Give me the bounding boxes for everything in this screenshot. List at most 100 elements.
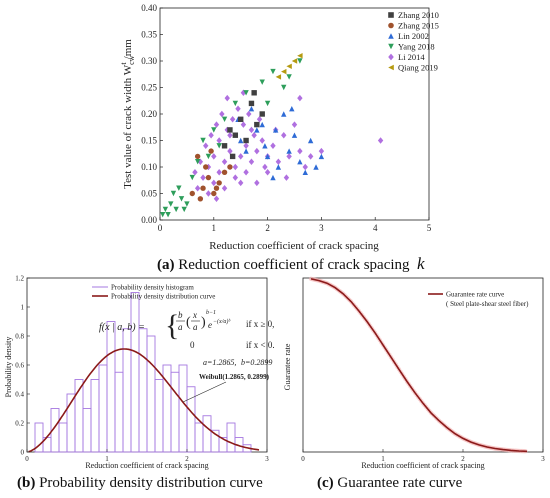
data-point-li-2014: [232, 163, 239, 171]
histogram-y-tick-label: 0.6: [15, 362, 24, 370]
data-point-li-2014: [227, 131, 233, 139]
data-point-yang-2018: [170, 190, 177, 197]
scatter-y-axis-label: Test value of crack width Wcwt/mm: [119, 39, 136, 189]
data-point-yang-2018: [200, 137, 206, 144]
histogram-bar: [138, 328, 148, 453]
weibull-density-curve: [28, 348, 260, 453]
data-point-li-2014: [307, 153, 314, 160]
svg-text:): ): [201, 315, 206, 330]
data-point-zhang-2010: [254, 121, 260, 128]
data-point-yang-2018: [286, 74, 292, 80]
data-point-qiang-2019: [281, 68, 287, 75]
scatter-x-tick-label: 3: [319, 223, 324, 233]
data-point-zhang-2015: [205, 174, 212, 181]
data-point-li-2014: [281, 131, 287, 139]
data-point-lin-2002: [248, 106, 255, 112]
legend-marker-qiang-2019: [388, 64, 394, 71]
data-point-lin-2002: [302, 169, 308, 175]
data-point-lin-2002: [318, 153, 325, 160]
legend-label-curve: Probability density distribution curve: [111, 293, 215, 301]
histogram-bar: [186, 386, 196, 453]
guarantee-legend: Guarantee rate curve ( Steel plate-shear…: [428, 291, 529, 308]
legend-label-li-2014: Li 2014: [398, 52, 425, 62]
data-point-li-2014: [270, 142, 276, 150]
histogram-y-axis-label: Probability density: [4, 337, 13, 398]
data-point-li-2014: [246, 110, 252, 118]
histogram-bar: [58, 422, 68, 453]
data-point-li-2014: [227, 147, 233, 155]
data-point-zhang-2010: [227, 127, 233, 133]
data-point-zhang-2015: [208, 148, 214, 154]
data-point-zhang-2010: [259, 111, 265, 117]
formula-param-b: b=0.2899: [241, 358, 272, 367]
data-point-yang-2018: [216, 143, 222, 149]
data-point-yang-2018: [165, 212, 171, 218]
scatter-x-tick-label: 2: [265, 223, 270, 233]
data-point-zhang-2010: [251, 90, 257, 96]
guarantee-rate-curve: [310, 278, 528, 453]
histogram-bar: [194, 422, 204, 453]
data-point-zhang-2015: [203, 164, 209, 170]
histogram-bar: [90, 379, 100, 453]
data-point-li-2014: [248, 158, 255, 165]
formula-brace: {: [165, 309, 179, 342]
formula-branch1: b: [178, 310, 183, 320]
data-point-li-2014: [256, 116, 263, 123]
data-point-zhang-2010: [238, 116, 244, 122]
weibull-annotation-arrow: [182, 381, 227, 403]
histogram-legend: Probability density histogram Probabilit…: [92, 284, 215, 301]
data-point-li-2014: [238, 153, 244, 160]
data-point-zhang-2010: [229, 153, 236, 160]
data-point-zhang-2015: [194, 153, 201, 160]
histogram-y-tick-label: 0.8: [15, 333, 24, 341]
histogram-x-axis-label: Reduction coefficient of crack spacing: [85, 461, 208, 470]
data-point-yang-2018: [194, 159, 201, 165]
data-point-li-2014: [286, 153, 292, 160]
legend-label-yang-2018: Yang 2018: [398, 42, 435, 52]
formula-param-a: a=1.2865,: [203, 358, 236, 367]
scatter-y-tick-label: 0.35: [141, 30, 157, 40]
data-point-li-2014: [240, 121, 247, 128]
data-point-yang-2018: [281, 84, 287, 91]
data-point-zhang-2015: [213, 185, 220, 191]
histogram-bar: [146, 335, 156, 453]
data-point-zhang-2010: [243, 137, 249, 144]
data-point-zhang-2015: [227, 164, 233, 170]
scatter-y-tick-label: 0.10: [141, 162, 157, 172]
data-point-yang-2018: [168, 201, 174, 207]
data-point-li-2014: [200, 174, 206, 181]
data-point-qiang-2019: [291, 58, 298, 64]
guarantee-rate-panel: 0 1 2 3 Reduction coefficient of crack spac…: [283, 276, 545, 470]
guarantee-plot-frame: [302, 277, 544, 453]
data-point-li-2014: [192, 169, 198, 176]
data-point-lin-2002: [281, 111, 287, 117]
histogram-bar: [82, 408, 92, 453]
data-point-lin-2002: [286, 148, 292, 154]
scatter-y-tick-label: 0.40: [141, 3, 157, 13]
svg-text:(: (: [186, 315, 191, 330]
weibull-formula: f(x | a, b) = { b a ( x a ) b−1 e −(x/a)…: [99, 309, 275, 367]
data-point-li-2014: [194, 184, 201, 192]
data-point-lin-2002: [307, 137, 314, 144]
data-point-li-2014: [216, 137, 222, 144]
data-point-li-2014: [208, 131, 214, 139]
svg-text:a: a: [178, 322, 183, 332]
histogram-y-tick-label: 0: [21, 449, 25, 457]
data-point-yang-2018: [232, 100, 239, 107]
data-point-lin-2002: [238, 137, 244, 144]
histogram-x-tick-label: 1: [105, 455, 109, 463]
data-point-yang-2018: [264, 100, 271, 107]
data-point-zhang-2015: [221, 169, 228, 175]
svg-text:e: e: [208, 320, 212, 330]
scatter-x-tick-label: 0: [158, 223, 163, 233]
scatter-y-tick-label: 0.30: [141, 56, 157, 66]
data-point-li-2014: [283, 174, 290, 181]
data-point-yang-2018: [243, 90, 249, 96]
data-point-lin-2002: [254, 127, 260, 133]
data-point-yang-2018: [189, 174, 195, 181]
data-point-yang-2018: [221, 116, 228, 122]
legend-label-zhang-2010: Zhang 2010: [398, 10, 439, 20]
data-point-li-2014: [259, 137, 265, 144]
data-point-lin-2002: [275, 164, 282, 170]
